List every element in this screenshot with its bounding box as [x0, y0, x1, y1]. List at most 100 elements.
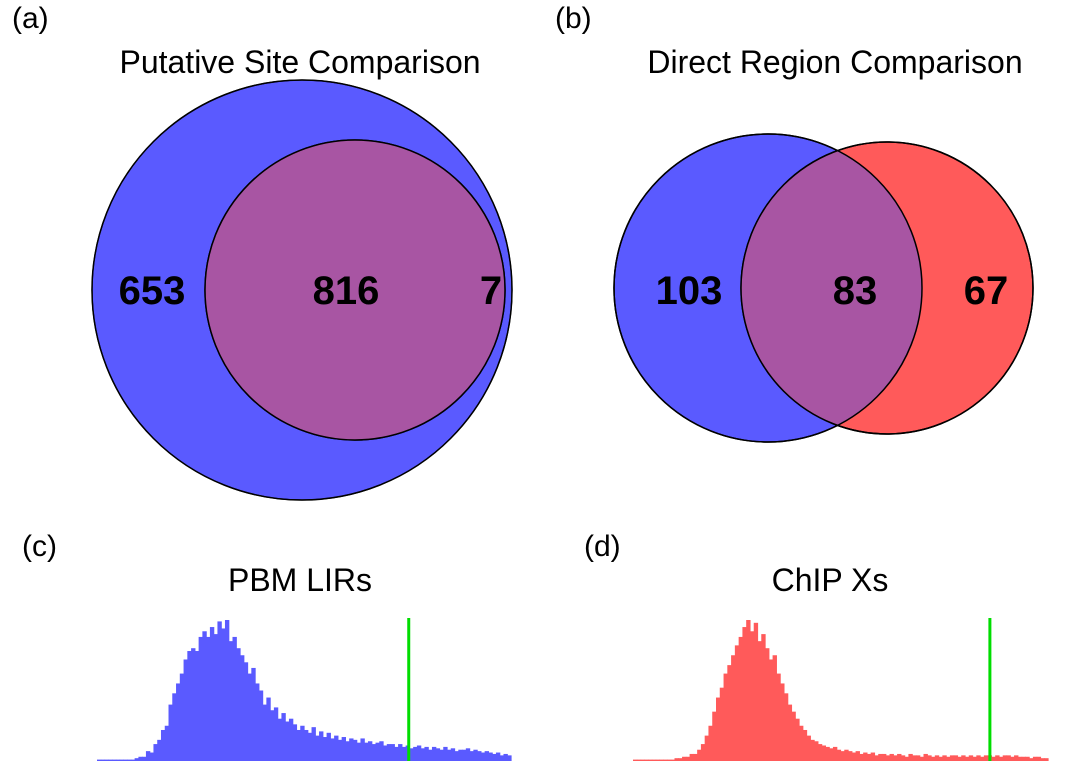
histogram-bar [980, 756, 985, 761]
histogram-bar [953, 755, 959, 761]
histogram-bar [307, 732, 313, 761]
venn-direct-region: 103 83 67 [613, 133, 1034, 443]
histogram-bar [772, 655, 777, 761]
histogram-bar [1006, 755, 1011, 761]
histogram-bar [983, 755, 989, 761]
histogram-bar [153, 744, 158, 761]
histogram-bar [164, 725, 170, 761]
histogram-bar [768, 659, 774, 761]
histogram-bar [179, 673, 185, 761]
venn-a-label-right: 7 [480, 269, 502, 313]
histogram-bar [160, 729, 166, 761]
histogram-bar [296, 729, 301, 761]
histogram-bar [221, 628, 226, 761]
histogram-bar [882, 753, 887, 761]
histogram-bar [281, 713, 286, 761]
venn-b-right-outline [740, 141, 1034, 435]
histogram-bar [236, 648, 241, 761]
histogram-bar [247, 673, 252, 761]
histogram-bar [213, 634, 219, 761]
histogram-bar [749, 631, 755, 761]
histogram-bar [927, 755, 932, 761]
histogram-bar [97, 759, 102, 761]
histogram-bar [168, 704, 173, 761]
histogram-bar [731, 655, 736, 761]
histogram-bar [795, 718, 800, 761]
histogram-bar [870, 752, 876, 761]
histogram-bar [454, 751, 459, 761]
histogram-bar [458, 749, 463, 761]
histogram-bar [942, 755, 947, 761]
histogram-bar [304, 729, 309, 761]
venn-a-left-outline [91, 79, 513, 501]
histogram-bar [1036, 756, 1042, 761]
panel-c-letter: (c) [22, 530, 57, 563]
histogram-bar [130, 759, 136, 761]
histogram-bar [666, 759, 672, 761]
histogram-bar [787, 704, 793, 761]
histogram-bar [337, 739, 343, 761]
histogram-bar [243, 662, 249, 761]
histogram-bar [424, 746, 429, 761]
histogram-bar [401, 746, 407, 761]
histogram-bar [904, 756, 910, 761]
histogram-bar [806, 735, 811, 761]
histogram-bar [262, 704, 267, 761]
histogram-bar [863, 752, 868, 761]
histogram-bar [832, 746, 838, 761]
histogram-bar [934, 755, 940, 761]
histogram-bar [228, 641, 234, 761]
histogram-bar [893, 755, 898, 761]
histogram-bar [224, 620, 230, 761]
histogram-bar [938, 756, 943, 761]
histogram-bar [972, 756, 977, 761]
histogram-bar [1002, 755, 1008, 761]
histogram-bar [1017, 756, 1023, 761]
histogram-bar [908, 753, 913, 761]
histogram-bar [311, 727, 316, 761]
histogram-bar [112, 759, 117, 761]
panel-a-letter: (a) [12, 2, 49, 35]
histogram-bar [991, 756, 996, 761]
histogram-bar [814, 741, 819, 761]
histogram-bar [961, 755, 966, 761]
histogram-bar [240, 655, 245, 761]
histogram-bar [965, 756, 970, 761]
histogram-bar [447, 749, 452, 761]
histogram-bar [689, 753, 694, 761]
histogram-bar [919, 756, 925, 761]
panel-b-letter: (b) [555, 2, 592, 35]
histogram-bar [640, 759, 645, 761]
histogram-bar [187, 651, 192, 761]
histogram-bar [462, 749, 467, 761]
histogram-bar [480, 752, 486, 761]
histogram-bar [138, 756, 143, 761]
histogram-bar [712, 711, 717, 761]
histogram-bar [273, 707, 279, 761]
histogram-bar [923, 753, 928, 761]
histogram-bar [810, 739, 815, 761]
histogram-bar [157, 739, 162, 761]
histogram-bar [379, 741, 384, 761]
histogram-bar [266, 697, 271, 761]
histogram-bar [119, 759, 124, 761]
histogram-bar [685, 756, 691, 761]
histogram-bar [1032, 756, 1038, 761]
histogram-bar [1014, 755, 1019, 761]
histogram-bar [194, 651, 200, 761]
histogram-bar [851, 752, 857, 761]
histogram-bar [636, 759, 642, 761]
histogram-bar [655, 759, 661, 761]
histogram-bar [644, 759, 649, 761]
histogram-bar [915, 755, 921, 761]
histogram-bar [998, 756, 1004, 761]
histogram-bar [1029, 758, 1034, 761]
histogram-bar [946, 756, 951, 761]
histogram-bar [420, 748, 426, 761]
histogram-bar [1025, 756, 1030, 761]
histogram-bar [783, 693, 789, 761]
histogram-bar [674, 758, 679, 761]
histogram-bar [1021, 756, 1026, 761]
histogram-bar [765, 648, 770, 761]
venn-b-label-left: 103 [656, 269, 723, 313]
